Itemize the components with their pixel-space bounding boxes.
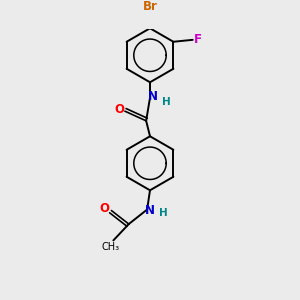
Text: H: H	[159, 208, 168, 218]
Text: O: O	[100, 202, 110, 215]
Text: N: N	[144, 204, 154, 217]
Text: N: N	[148, 90, 158, 103]
Text: CH₃: CH₃	[101, 242, 119, 252]
Text: Br: Br	[142, 0, 158, 13]
Text: O: O	[114, 103, 124, 116]
Text: H: H	[162, 97, 171, 106]
Text: F: F	[194, 33, 202, 46]
